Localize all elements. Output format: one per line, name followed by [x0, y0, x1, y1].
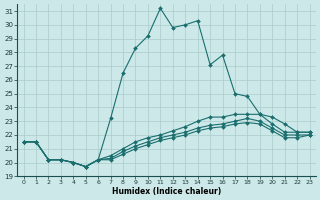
X-axis label: Humidex (Indice chaleur): Humidex (Indice chaleur) — [112, 187, 221, 196]
